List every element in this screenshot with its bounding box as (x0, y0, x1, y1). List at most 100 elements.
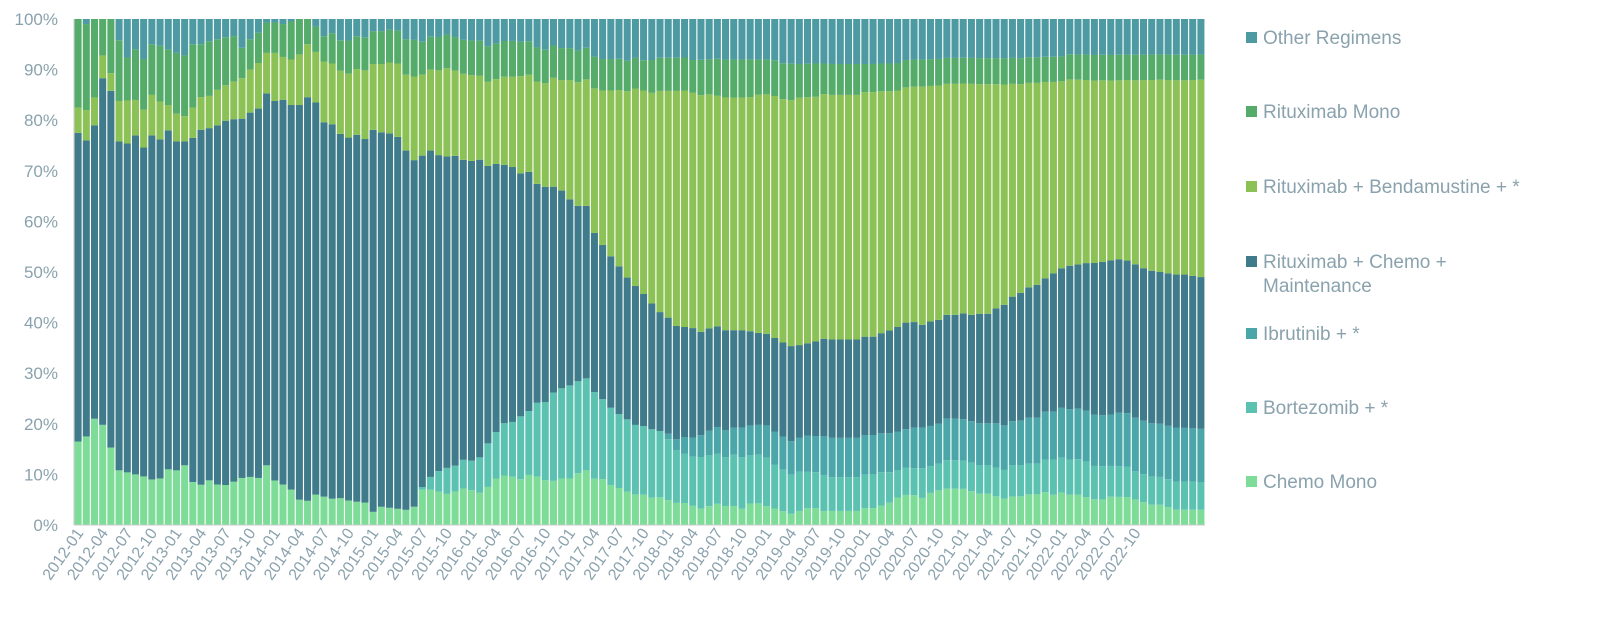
bar-segment (1189, 19, 1197, 55)
bar-segment (713, 95, 721, 327)
bar-segment (1099, 54, 1107, 81)
y-tick-label: 0% (33, 516, 58, 535)
bar-segment (1180, 509, 1189, 525)
bar-segment (1115, 259, 1123, 413)
bar-segment (623, 91, 631, 278)
bar-segment (1066, 79, 1074, 266)
bar-segment (418, 19, 426, 42)
bar-segment (902, 19, 910, 61)
bar-segment (238, 477, 246, 525)
bar-segment (976, 58, 984, 85)
bar-segment (828, 437, 836, 478)
bar-segment (164, 469, 172, 525)
bar-segment (328, 63, 336, 125)
bar-segment (656, 312, 664, 431)
bar-segment (312, 19, 320, 27)
bar-segment (386, 507, 394, 525)
bar-segment (345, 73, 353, 138)
bar-segment (263, 19, 271, 23)
bar-segment (648, 429, 656, 498)
bar-segment (656, 19, 664, 58)
bar-segment (304, 500, 312, 525)
bar-segment (1017, 84, 1025, 293)
bar-segment (345, 40, 353, 74)
bar-segment (861, 63, 869, 93)
bar-segment (205, 128, 213, 481)
bar-segment (844, 339, 853, 438)
bar-segment (459, 73, 467, 160)
bar-segment (853, 437, 861, 478)
bar-segment (713, 426, 721, 454)
bar-segment (1148, 504, 1156, 525)
bar-segment (451, 70, 459, 156)
bar-segment (181, 141, 189, 466)
bar-segment (1074, 79, 1082, 265)
bar-segment (484, 19, 492, 47)
bar-segment (1115, 19, 1123, 55)
bar-segment (254, 108, 262, 478)
bar-segment (140, 58, 148, 110)
bar-segment (189, 19, 197, 45)
bar-segment (959, 313, 967, 420)
bar-segment (1148, 270, 1156, 424)
bar-segment (82, 140, 90, 437)
bar-segment (558, 48, 566, 81)
bar-segment (861, 474, 869, 509)
bar-segment (943, 460, 951, 489)
bar-segment (1025, 494, 1033, 525)
bar-segment (361, 37, 369, 71)
bar-segment (377, 64, 385, 133)
bar-segment (402, 150, 410, 510)
bar-segment (131, 49, 139, 100)
bar-segment (435, 19, 443, 37)
y-tick-label: 40% (24, 314, 58, 333)
bar-segment (1000, 19, 1008, 59)
bar-segment (107, 90, 115, 448)
bar-segment (1082, 80, 1090, 264)
bar-segment (287, 19, 295, 22)
bar-segment (279, 99, 287, 485)
bar-segment (1107, 80, 1115, 261)
bar-segment (1099, 499, 1107, 525)
bar-segment (1156, 476, 1164, 505)
y-tick-label: 60% (24, 212, 58, 231)
bar-segment (1123, 260, 1131, 414)
bar-segment (754, 19, 762, 60)
bar-segment (951, 19, 959, 58)
bar-segment (1148, 19, 1156, 55)
bar-segment (1164, 54, 1172, 81)
bar-segment (918, 324, 926, 428)
bar-segment (779, 99, 787, 343)
bar-segment (1140, 474, 1148, 503)
bar-segment (549, 77, 557, 187)
bar-segment (1033, 494, 1041, 525)
bar-segment (672, 502, 680, 525)
bar-segment (664, 500, 672, 525)
bar-segment (1156, 272, 1164, 424)
bar-segment (508, 167, 516, 422)
bar-segment (779, 469, 787, 512)
bar-segment (869, 435, 877, 475)
bar-segment (943, 83, 951, 315)
bar-segment (935, 463, 943, 491)
bar-segment (631, 88, 639, 286)
bar-segment (369, 31, 377, 65)
bar-segment (705, 94, 713, 329)
bar-segment (607, 59, 615, 91)
bar-segment (492, 43, 500, 80)
bar-segment (558, 19, 566, 49)
bar-segment (1090, 19, 1098, 55)
legend-swatch (1246, 402, 1257, 413)
bar-segment (1099, 415, 1107, 467)
bar-segment (877, 472, 885, 506)
bar-segment (836, 510, 844, 525)
bar-segment (582, 79, 590, 206)
bar-segment (943, 314, 951, 419)
bar-segment (787, 441, 795, 475)
bar-segment (1008, 57, 1016, 84)
bar-segment (894, 431, 902, 470)
bar-segment (1189, 509, 1197, 525)
bar-segment (1025, 287, 1033, 418)
bar-segment (828, 94, 836, 340)
bar-segment (836, 19, 844, 64)
